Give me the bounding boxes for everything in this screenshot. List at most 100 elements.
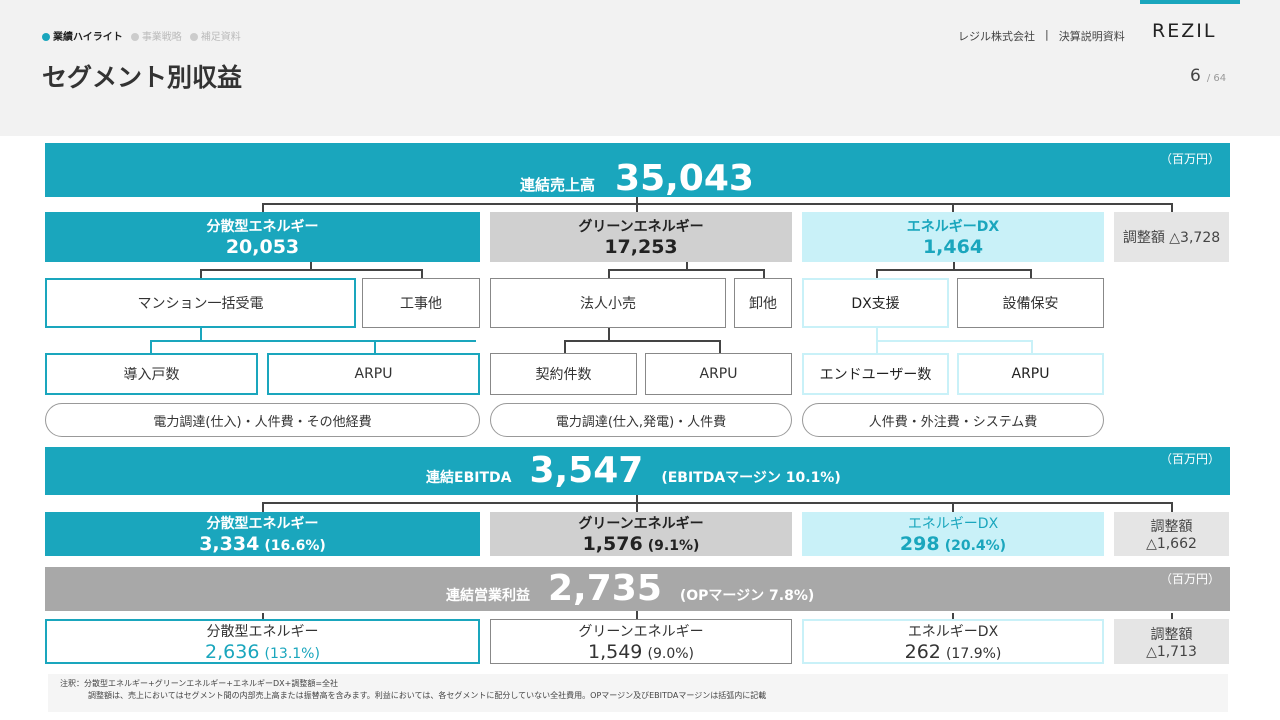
connector (763, 269, 765, 278)
op-label: 連結営業利益 (446, 588, 530, 604)
op-banner (45, 567, 1230, 611)
kpi-arpu-green: ARPU (645, 353, 792, 395)
sub-construction: 工事他 (362, 278, 480, 328)
segment-value: 17,253 (604, 236, 678, 258)
segment-value-row: 298 (20.4%) (899, 533, 1007, 555)
nav-item-strategy[interactable]: 事業戦略 (130, 28, 182, 43)
cost-dx: 人件費・外注費・システム費 (802, 403, 1104, 437)
connector (876, 328, 878, 353)
connector (608, 328, 610, 341)
connector (262, 203, 264, 212)
op-value: 2,735 (548, 568, 662, 609)
segment-name: 分散型エネルギー (206, 219, 319, 235)
segment-dx: エネルギーDX 1,464 (802, 212, 1104, 262)
connector (952, 502, 954, 512)
ebitda-distributed: 分散型エネルギー 3,334 (16.6%) (45, 512, 480, 556)
segment-name: エネルギーDX (906, 219, 1000, 235)
accent-line (1140, 0, 1240, 4)
ebitda-margin: (EBITDAマージン 10.1%) (661, 470, 841, 486)
ebitda-total: 連結EBITDA 3,547 (EBITDAマージン 10.1%) (426, 450, 841, 491)
connector (421, 269, 423, 278)
nav-item-highlights[interactable]: 業績ハイライト (42, 28, 123, 43)
connector (953, 262, 955, 270)
ebitda-label: 連結EBITDA (426, 470, 512, 486)
op-distributed: 分散型エネルギー 2,636 (13.1%) (45, 619, 480, 664)
op-dx: エネルギーDX 262 (17.9%) (802, 619, 1104, 664)
connector (952, 203, 954, 212)
connector (636, 203, 638, 212)
segment-value: 1,464 (922, 236, 984, 258)
revenue-label: 連結売上高 (520, 176, 596, 194)
connector (564, 340, 566, 353)
ebitda-value: 3,547 (529, 450, 644, 491)
connector (636, 197, 638, 204)
footnote-line2: 調整額は、売上においてはセグメント間の内部売上高または振替高を含みます。利益にお… (88, 691, 767, 700)
revenue-value: 35,043 (615, 158, 754, 199)
connector (262, 203, 1172, 205)
op-unit: （百万円） (1160, 572, 1221, 586)
segment-name: グリーンエネルギー (578, 516, 704, 532)
connector (608, 269, 610, 278)
segment-value-row: 3,334 (16.6%) (199, 533, 326, 555)
connector (876, 269, 878, 278)
op-margin: (OPマージン 7.8%) (679, 588, 815, 604)
connector (200, 269, 202, 278)
op-total: 連結営業利益 2,735 (OPマージン 7.8%) (446, 568, 814, 609)
separator: | (1045, 28, 1049, 41)
connector (200, 328, 202, 341)
segment-name: エネルギーDX (907, 516, 999, 532)
page-title: セグメント別収益 (42, 63, 243, 92)
doc-name: 決算説明資料 (1058, 30, 1125, 43)
revenue-adjustment: 調整額 △3,728 (1114, 212, 1229, 262)
cost-green: 電力調達(仕入,発電)・人件費 (490, 403, 792, 437)
connector (150, 340, 476, 342)
connector (374, 340, 376, 353)
nav-dot-icon (189, 33, 198, 41)
sub-wholesale: 卸他 (734, 278, 792, 328)
sub-mansion: マンション一括受電 (45, 278, 356, 328)
ebitda-dx: エネルギーDX 298 (20.4%) (802, 512, 1104, 556)
segment-value-row: 1,549 (9.0%) (588, 640, 694, 663)
kpi-arpu-dist: ARPU (267, 353, 480, 395)
nav-item-appendix[interactable]: 補足資料 (189, 28, 241, 43)
kpi-end-users: エンドユーザー数 (802, 353, 949, 395)
segment-distributed: 分散型エネルギー 20,053 (45, 212, 480, 262)
connector (1171, 502, 1173, 512)
connector (686, 262, 688, 270)
revenue-total: 連結売上高 35,043 (520, 158, 754, 199)
connector (952, 613, 954, 619)
segment-value-row: 2,636 (13.1%) (205, 640, 320, 663)
kpi-contracts: 契約件数 (490, 353, 637, 395)
connector (719, 340, 721, 353)
connector (636, 502, 638, 512)
segment-green: グリーンエネルギー 17,253 (490, 212, 792, 262)
connector (310, 262, 312, 270)
kpi-arpu-dx: ARPU (957, 353, 1104, 395)
connector (1171, 203, 1173, 212)
segment-name: グリーンエネルギー (578, 219, 704, 235)
nav-dot-icon (130, 33, 139, 41)
company-logo: REZIL (1152, 20, 1217, 42)
section-nav: 業績ハイライト 事業戦略 補足資料 (42, 28, 241, 43)
ebitda-adjustment: 調整額 △1,662 (1114, 512, 1229, 556)
cost-distributed: 電力調達(仕入)・人件費・その他経費 (45, 403, 480, 437)
connector (262, 502, 1172, 504)
segment-name: エネルギーDX (907, 623, 999, 640)
revenue-unit: （百万円） (1160, 152, 1221, 166)
company-info: レジル株式会社 | 決算説明資料 (958, 28, 1125, 44)
sub-maintenance: 設備保安 (957, 278, 1104, 328)
company-name: レジル株式会社 (958, 30, 1035, 43)
connector (564, 340, 720, 342)
footnote-line1: 注釈：分散型エネルギー+グリーンエネルギー+エネルギーDX+調整額=全社 (60, 679, 339, 688)
segment-value: 20,053 (225, 236, 300, 258)
op-adjustment: 調整額 △1,713 (1114, 619, 1229, 664)
connector (1031, 340, 1033, 353)
page-number: 6/ 64 (1190, 66, 1227, 86)
connector (1030, 269, 1032, 278)
ebitda-green: グリーンエネルギー 1,576 (9.1%) (490, 512, 792, 556)
sub-corporate-retail: 法人小売 (490, 278, 726, 328)
connector (150, 340, 152, 353)
header-background (0, 0, 1280, 136)
segment-value-row: 262 (17.9%) (904, 640, 1002, 663)
sub-dx-support: DX支援 (802, 278, 949, 328)
